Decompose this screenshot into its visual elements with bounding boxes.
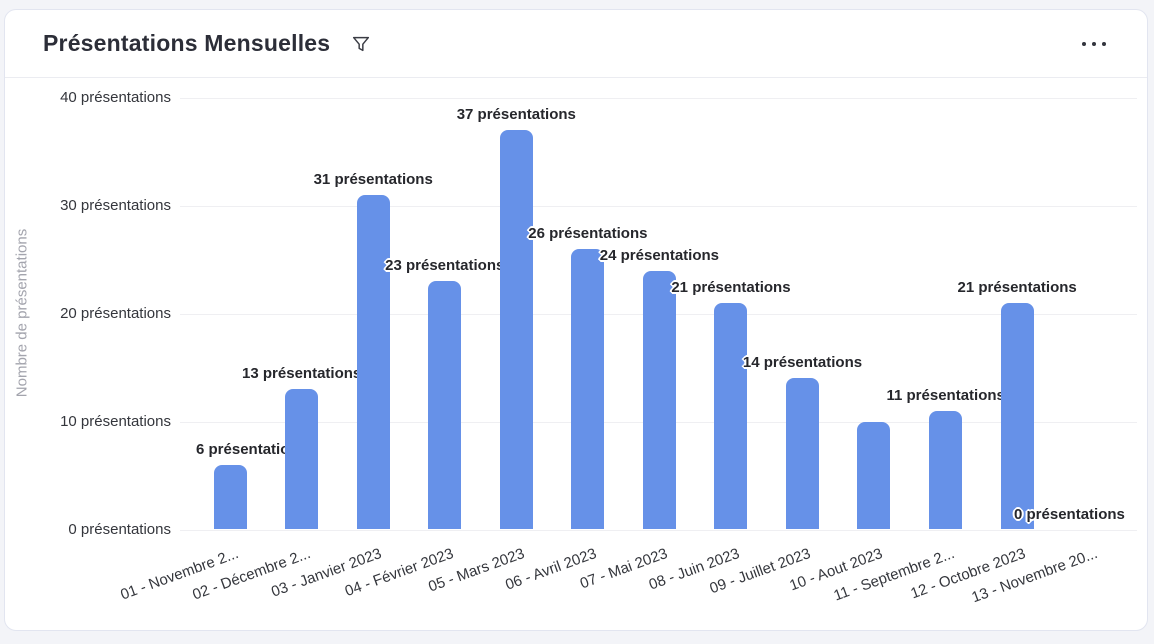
y-axis-title: Nombre de présentations [13, 228, 31, 398]
bar-value-label: 26 présentations [528, 224, 648, 242]
bar-value-label: 21 présentations [671, 278, 791, 296]
bar-value-label: 31 présentations [313, 171, 433, 188]
bar-value-label: 23 présentations [385, 257, 505, 275]
bar[interactable] [571, 248, 605, 530]
bar[interactable] [929, 410, 962, 530]
bar-value-label: 14 présentations [742, 354, 863, 372]
ellipsis-icon [1082, 42, 1086, 46]
y-axis-tick-label: 30 présentations [60, 196, 171, 214]
bar[interactable] [1000, 302, 1034, 530]
y-axis-tick-label: 20 présentations [60, 304, 171, 322]
more-options-button[interactable] [1077, 32, 1111, 56]
bar-value-label: 11 présentations [886, 386, 1005, 404]
bar[interactable] [714, 302, 748, 530]
bar[interactable] [857, 421, 891, 530]
y-axis-tick-label: 0 présentations [68, 520, 171, 538]
bar-value-label: 13 présentations [242, 365, 362, 383]
bar[interactable] [642, 270, 676, 530]
bar[interactable] [785, 378, 819, 530]
bar[interactable] [213, 464, 247, 530]
bar-value-label: 24 présentations [599, 246, 720, 264]
bar[interactable] [285, 389, 319, 530]
gridline [180, 205, 1137, 207]
bar[interactable] [428, 281, 462, 530]
gridline [180, 97, 1137, 99]
bar-value-label: 0 présentations [1014, 505, 1125, 523]
y-axis-tick-label: 40 présentations [60, 88, 171, 106]
funnel-icon [353, 36, 370, 51]
bar[interactable] [499, 130, 533, 530]
card-header: Présentations Mensuelles [5, 10, 1147, 78]
page-title: Présentations Mensuelles [43, 30, 331, 56]
bar-value-label: 37 présentations [456, 106, 576, 124]
ellipsis-icon [1092, 42, 1096, 46]
bar-value-label: 6 présentations [196, 440, 307, 458]
bar[interactable] [356, 195, 390, 530]
y-axis-tick-label: 10 présentations [60, 412, 171, 430]
bar-value-label: 21 présentations [957, 278, 1077, 296]
ellipsis-icon [1102, 42, 1106, 46]
filter-button[interactable] [346, 29, 376, 59]
gridline [180, 529, 1137, 531]
